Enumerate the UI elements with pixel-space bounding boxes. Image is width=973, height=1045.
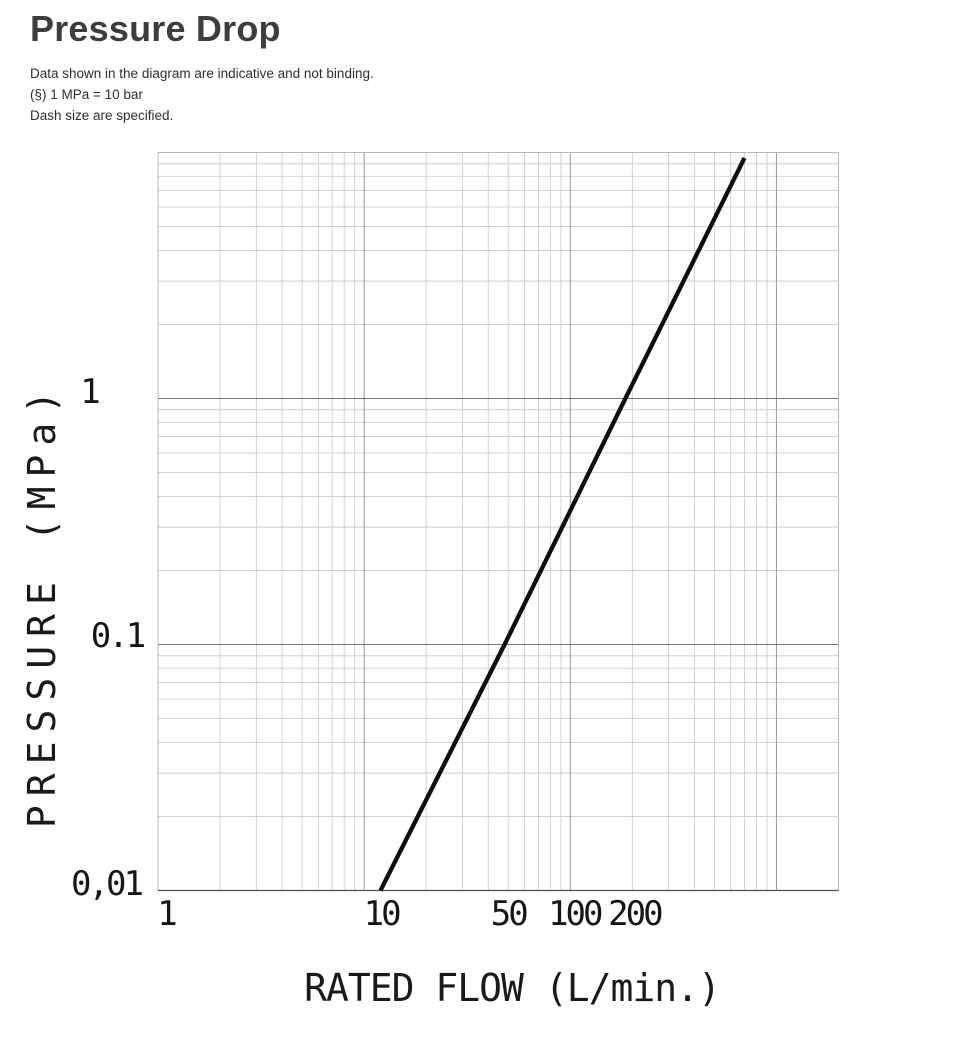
x-tick-label-50: 50 — [491, 894, 527, 934]
pressure-drop-curve — [378, 157, 747, 892]
note-line-1: Data shown in the diagram are indicative… — [30, 66, 374, 81]
grid-major-lines — [158, 152, 839, 891]
grid-minor-lines — [158, 152, 839, 891]
plot-border — [157, 152, 839, 891]
x-axis-title: RATED FLOW (L/min.) — [304, 966, 721, 1010]
x-tick-label-1: 1 — [157, 894, 176, 934]
y-tick-label-1: 1 — [80, 372, 99, 412]
x-tick-label-100: 100 — [548, 894, 602, 934]
notes-block: Data shown in the diagram are indicative… — [30, 63, 374, 126]
curve-layer — [378, 157, 747, 892]
plot-frame — [157, 152, 839, 892]
note-line-3: Dash size are specified. — [30, 108, 174, 123]
note-line-2: (§) 1 MPa = 10 bar — [30, 87, 143, 102]
page-title: Pressure Drop — [30, 8, 281, 49]
y-tick-label-0,01: 0,01 — [71, 864, 142, 904]
x-tick-label-10: 10 — [364, 894, 400, 934]
x-tick-label-200: 200 — [608, 894, 662, 934]
tick-labels: 1 10 50 100 200 1 0.1 0,01 — [71, 372, 665, 934]
y-axis-title: PRESSURE (MPa) — [20, 381, 64, 829]
y-tick-label-0.1: 0.1 — [91, 616, 145, 656]
